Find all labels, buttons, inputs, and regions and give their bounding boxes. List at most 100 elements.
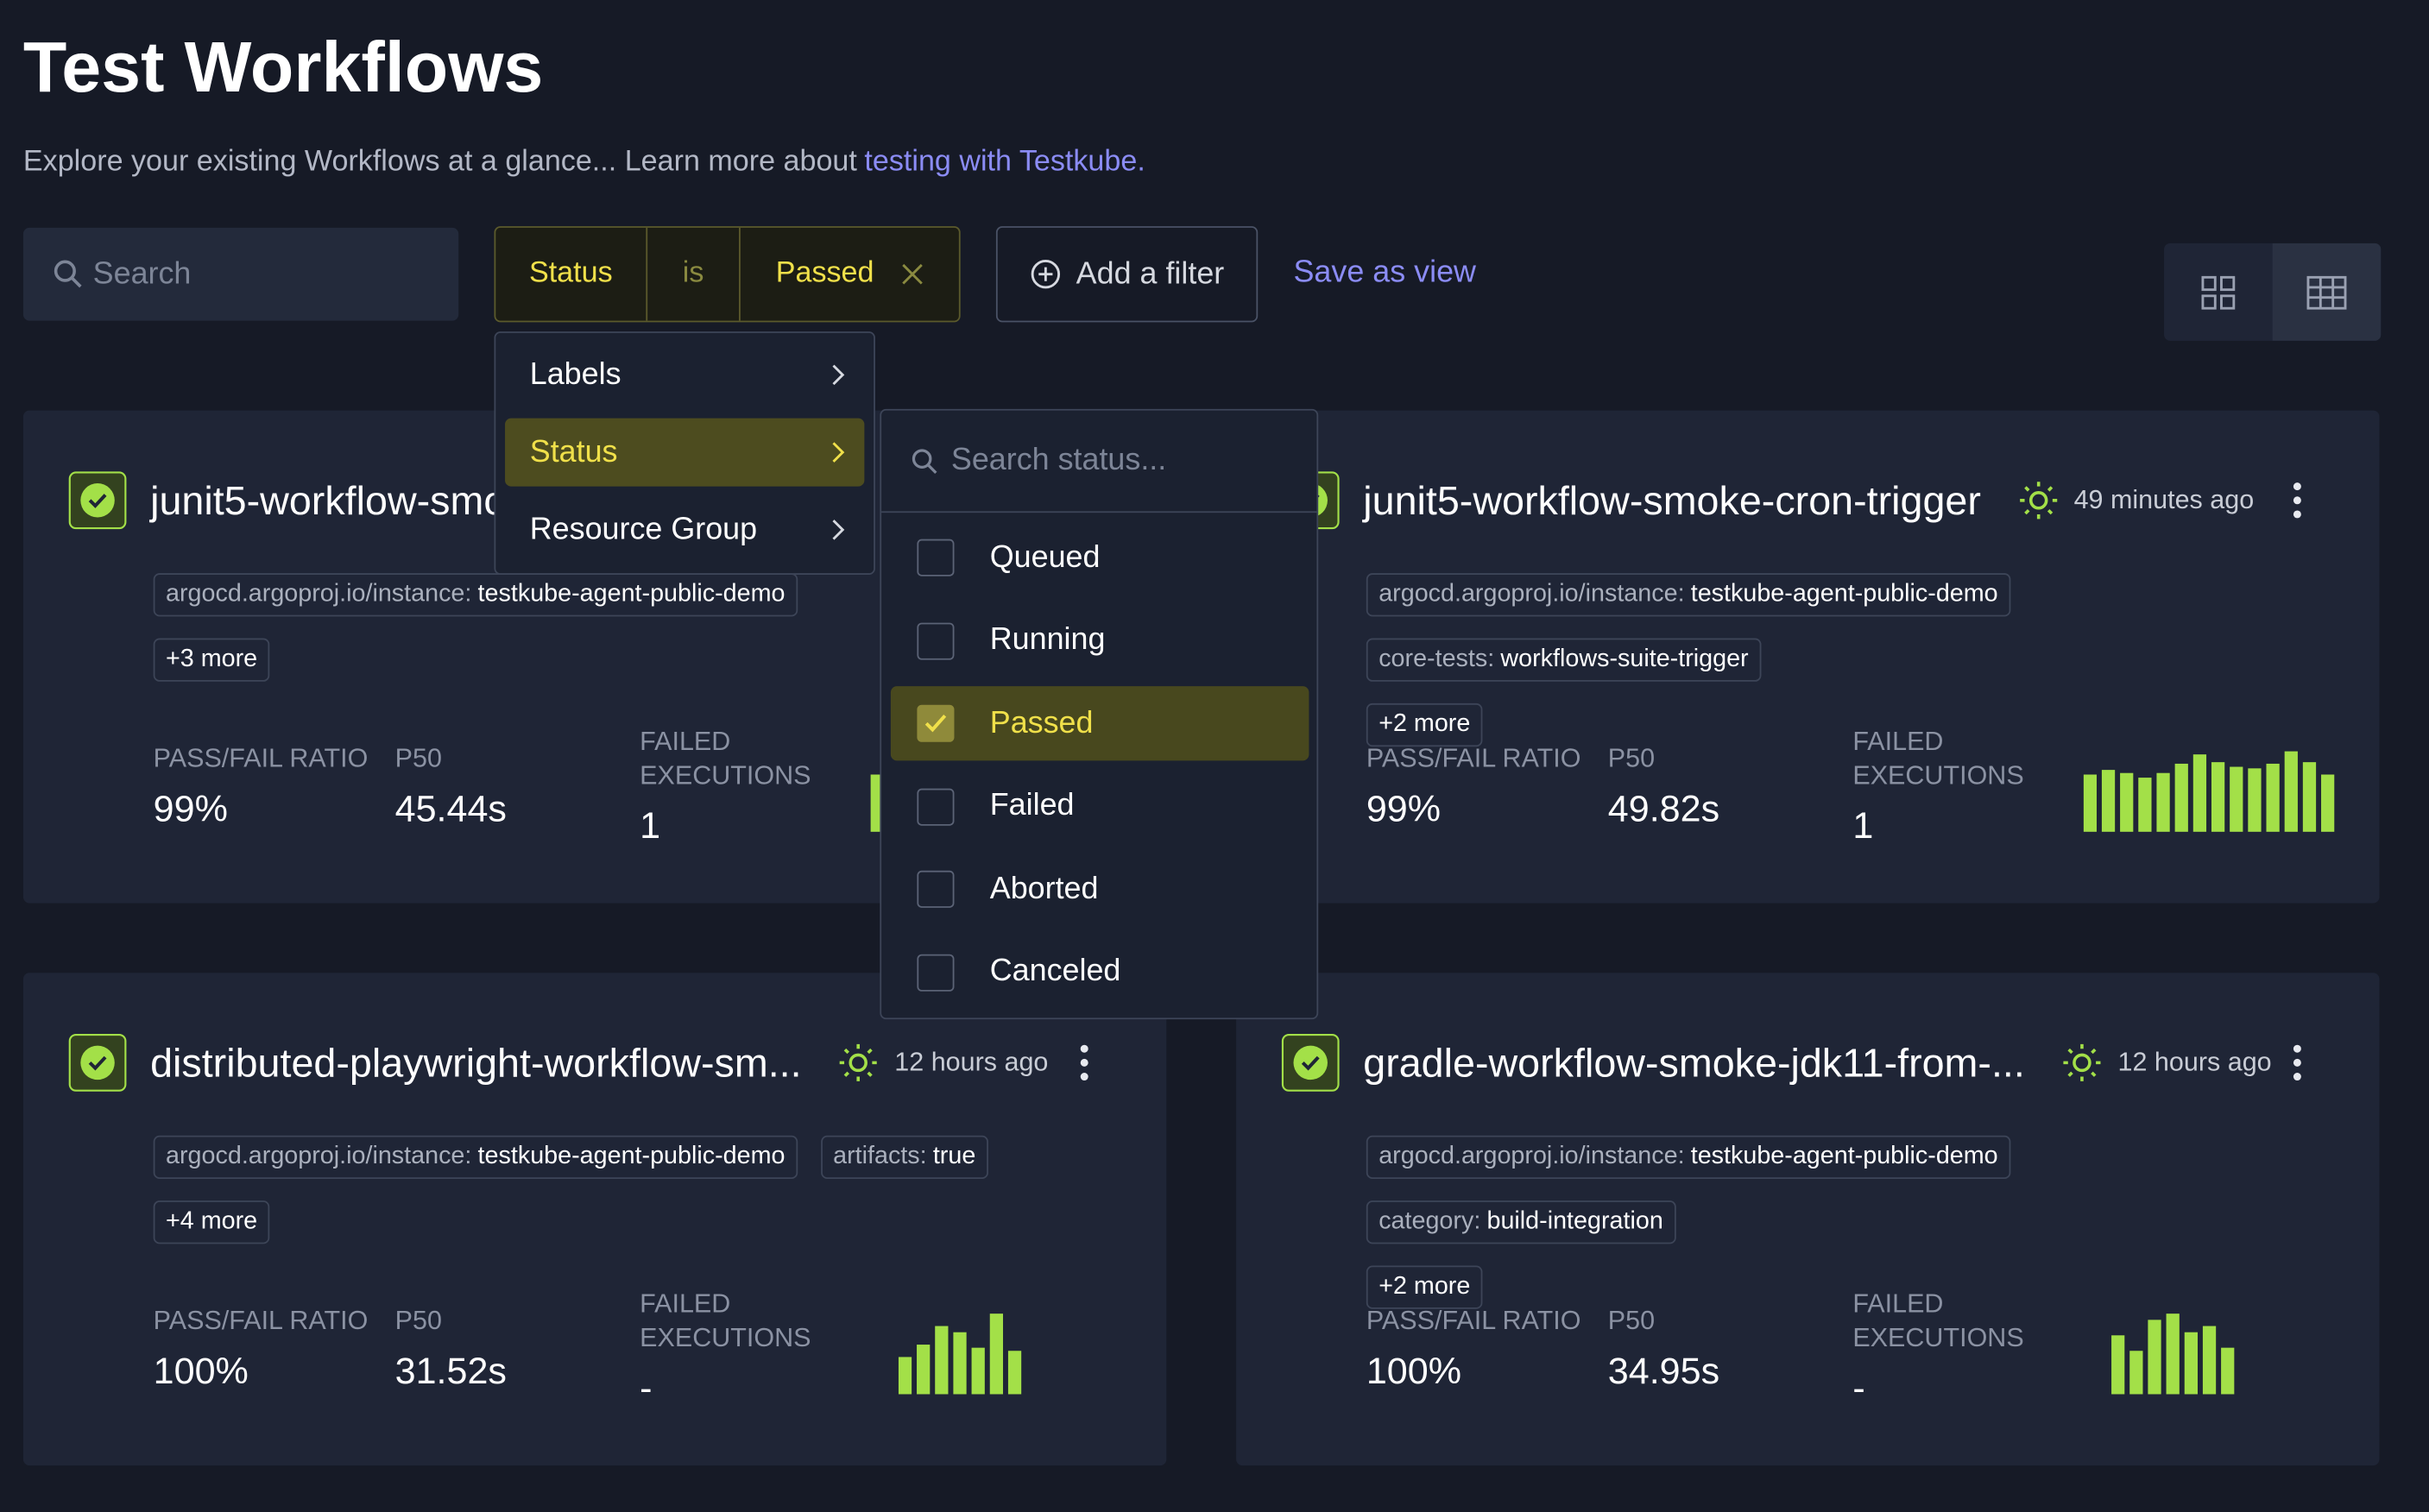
more-labels-pill[interactable]: +2 more <box>1366 702 1483 747</box>
label-key: category: <box>1379 1208 1481 1235</box>
search-placeholder: Search <box>92 256 192 291</box>
status-checkbox[interactable] <box>917 870 955 908</box>
table-view-button[interactable] <box>2272 243 2382 341</box>
metric-value: 100% <box>153 1351 249 1393</box>
metric: FAILED EXECUTIONS - <box>1852 1288 2023 1412</box>
label-pill: argocd.argoproj.io/instance: testkube-age… <box>1366 1135 2011 1179</box>
more-actions[interactable] <box>2293 1044 2302 1081</box>
sparkline-bar <box>2138 778 2152 832</box>
docs-link[interactable]: testing with Testkube. <box>864 145 1145 179</box>
more-actions[interactable] <box>1080 1044 1089 1081</box>
icon-part <box>2293 1044 2301 1053</box>
metric-value: 34.95s <box>1607 1351 1720 1393</box>
label-pill: argocd.argoproj.io/instance: testkube-age… <box>153 573 798 617</box>
sparkline-bar <box>2192 754 2207 832</box>
icon-part <box>88 494 107 508</box>
metric-value: 1 <box>1852 805 1874 847</box>
sparkline-bar <box>2166 1314 2180 1395</box>
icon-part <box>1301 1055 1320 1071</box>
filter-menu-item[interactable]: Resource Group <box>505 495 864 564</box>
status-option[interactable]: Failed <box>891 769 1309 843</box>
table-icon <box>2306 274 2347 309</box>
schedule-icon <box>840 1043 878 1081</box>
more-labels: +3 more <box>153 638 1083 682</box>
label-value: testkube-agent-public-demo <box>477 581 785 608</box>
grid-view-button[interactable] <box>2164 243 2273 341</box>
status-option-label: Failed <box>989 788 1075 823</box>
more-labels: +4 more <box>153 1200 1083 1244</box>
search-box[interactable]: Search <box>22 227 459 321</box>
metric-label: P50 <box>1607 743 1656 773</box>
workflow-card[interactable]: junit5-workflow-smoke-cron-trigger 49 min… <box>1236 410 2380 904</box>
metric-label: PASS/FAIL RATIO <box>153 1306 369 1336</box>
filter-menu-item[interactable]: Status <box>505 418 865 487</box>
status-checkbox[interactable] <box>917 787 955 825</box>
more-actions[interactable] <box>2293 482 2302 519</box>
icon-part <box>2019 482 2057 520</box>
remove-filter-icon[interactable] <box>902 263 924 285</box>
sparkline-bar <box>2174 763 2188 832</box>
add-filter-button[interactable]: Add a filter <box>995 226 1259 323</box>
label-pill: artifacts: true <box>820 1135 988 1179</box>
label-key: argocd.argoproj.io/instance: <box>166 1143 472 1170</box>
metric-label: PASS/FAIL RATIO <box>153 743 369 773</box>
save-view-link[interactable]: Save as view <box>1293 255 1476 290</box>
icon-part <box>2019 482 2057 520</box>
filter-menu-item[interactable]: Labels <box>505 341 864 409</box>
status-checkbox[interactable] <box>917 539 955 576</box>
label-key: argocd.argoproj.io/instance: <box>1379 1143 1685 1170</box>
metric-label: PASS/FAIL RATIO <box>1366 743 1581 773</box>
filter-value-box[interactable]: Passed <box>741 228 959 321</box>
filter-field[interactable]: Status <box>495 227 648 321</box>
chevron-icon <box>832 364 845 386</box>
sparkline-bar <box>917 1345 931 1395</box>
sparkline-bar <box>898 1357 912 1395</box>
status-checkbox[interactable] <box>917 704 955 742</box>
status-option-label: Aborted <box>989 871 1099 906</box>
icon-part <box>849 1053 868 1073</box>
sparkline-bar <box>2284 751 2298 832</box>
status-checkbox[interactable] <box>917 621 955 659</box>
status-option[interactable]: Aborted <box>891 852 1309 926</box>
sparkline-bar <box>2111 1335 2125 1395</box>
icon-part <box>2201 274 2236 309</box>
search-icon <box>54 260 82 288</box>
more-labels-pill[interactable]: +3 more <box>153 638 270 682</box>
label-key: argocd.argoproj.io/instance: <box>166 581 472 608</box>
workflow-name[interactable]: distributed-playwright-workflow-sm... <box>150 1038 802 1086</box>
status-option[interactable]: Running <box>891 603 1309 677</box>
metric-label: FAILED EXECUTIONS <box>1852 726 2024 791</box>
status-checkbox[interactable] <box>917 953 955 991</box>
workflow-name[interactable]: junit5-workflow-smoke-cron-trigger <box>1363 476 1981 523</box>
label-list: argocd.argoproj.io/instance: testkube-age… <box>1366 1135 2296 1309</box>
view-toggle <box>2164 243 2382 341</box>
label-pill: core-tests: workflows-suite-trigger <box>1366 638 1761 682</box>
status-badge <box>68 1033 127 1092</box>
metric-value: 99% <box>1366 788 1442 831</box>
workflow-card[interactable]: gradle-workflow-smoke-jdk11-from-... 12 h… <box>1236 973 2380 1466</box>
sparkline-bar <box>2120 772 2134 832</box>
icon-part <box>2293 510 2301 519</box>
more-labels-pill[interactable]: +2 more <box>1366 1265 1483 1309</box>
status-option[interactable]: Canceled <box>891 935 1309 1009</box>
check-icon <box>924 714 947 733</box>
label-pill: category: build-integration <box>1366 1200 1676 1244</box>
label-value: workflows-suite-trigger <box>1500 646 1749 673</box>
status-option[interactable]: Queued <box>891 520 1309 595</box>
metric: FAILED EXECUTIONS 1 <box>640 725 811 849</box>
more-labels-pill[interactable]: +4 more <box>153 1200 270 1244</box>
workflow-name[interactable]: junit5-workflow-smo <box>150 476 507 523</box>
filter-operator[interactable]: is <box>647 227 741 321</box>
search-icon <box>912 448 937 474</box>
filter-chip[interactable]: Status is Passed <box>494 226 961 323</box>
label-value: testkube-agent-public-demo <box>1690 1143 1998 1170</box>
status-search[interactable]: Search status... <box>881 411 1317 513</box>
metric: P50 34.95s <box>1608 1288 1825 1395</box>
icon-part <box>2063 1043 2101 1081</box>
status-option[interactable]: Passed <box>890 686 1309 761</box>
status-option-label: Passed <box>989 705 1094 740</box>
filter-menu-label: Resource Group <box>529 512 758 546</box>
workflow-name[interactable]: gradle-workflow-smoke-jdk11-from-... <box>1363 1038 2025 1086</box>
workflow-card[interactable]: distributed-playwright-workflow-sm... 12 … <box>22 973 1167 1466</box>
icon-part <box>71 276 82 288</box>
